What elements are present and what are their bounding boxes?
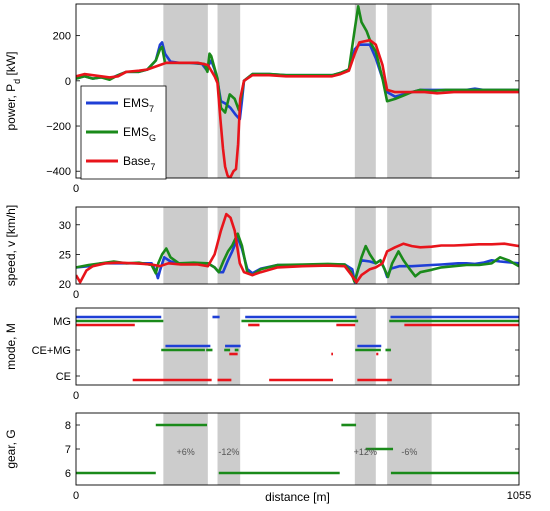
- x-tick-label: 0: [73, 183, 79, 195]
- y-axis-label-subscript: d: [12, 79, 22, 84]
- mode-level-label: CE+MG: [32, 345, 71, 357]
- x-tick-label: 0: [73, 289, 79, 301]
- y-axis-label: power, Pd [kW]: [4, 51, 22, 130]
- axes-box: [75, 3, 520, 179]
- y-axis-label: speed, v [km/h]: [4, 205, 18, 286]
- y-tick-label: 8: [65, 420, 71, 432]
- legend-label-ems7: EMS7: [123, 96, 154, 114]
- x-tick-label: 0: [73, 490, 79, 502]
- series-line-base7: [76, 38, 519, 178]
- legend-label-subscript: G: [149, 133, 156, 143]
- y-axis-label: mode, M: [4, 323, 18, 370]
- legend-label-subscript: 7: [150, 162, 155, 172]
- y-tick-label: 0: [65, 76, 71, 88]
- grade-region-1: [163, 4, 208, 178]
- legend-label-base7: Base7: [123, 154, 155, 172]
- y-tick-label: 200: [53, 31, 71, 43]
- x-axis-label: distance [m]: [265, 490, 330, 504]
- mode-level-label: MG: [53, 316, 71, 328]
- y-tick-label: −400: [46, 166, 71, 178]
- grade-region-2: [217, 413, 241, 485]
- grade-region-2: [217, 4, 241, 178]
- grade-annotation: -12%: [218, 447, 239, 457]
- series-line-emsg: [76, 232, 519, 283]
- panel-speed: 30 25 20 speed, v [km/h] 0: [4, 205, 520, 301]
- legend: EMS7 EMSG Base7: [80, 85, 167, 180]
- y-tick-label: −200: [46, 121, 71, 133]
- panel-power: 200 0 −200 −400 power, Pd [kW] 0: [4, 3, 520, 195]
- legend-label-subscript: 7: [149, 104, 154, 114]
- x-tick-label: 1055: [507, 490, 531, 502]
- grade-region-1: [163, 207, 208, 284]
- grade-region-3: [354, 413, 376, 485]
- y-tick-label: 7: [65, 444, 71, 456]
- y-tick-label: 6: [65, 468, 71, 480]
- chart-panels: 200 0 −200 −400 power, Pd [kW] 0 30 25 20 speed, …: [4, 3, 531, 502]
- legend-label-emsg: EMSG: [123, 125, 156, 143]
- axes-box: [75, 412, 520, 486]
- grade-annotation: +6%: [176, 447, 194, 457]
- grade-annotation: -6%: [401, 447, 417, 457]
- y-tick-label: 20: [59, 279, 71, 291]
- panel-mode: MG CE+MG CE mode, M 0: [4, 307, 520, 402]
- axes-box: [75, 307, 520, 386]
- y-tick-label: 30: [59, 220, 71, 232]
- panel-gear: 8 7 6 +6% -12% +12% -6% gear, G 0 1055: [4, 412, 531, 502]
- grade-region-4: [387, 308, 432, 385]
- mode-level-label: CE: [56, 371, 71, 383]
- y-axis-label-unit: [kW]: [4, 51, 18, 78]
- grade-annotation: +12%: [354, 447, 377, 457]
- series-line-base7: [76, 212, 519, 284]
- y-tick-label: 25: [59, 249, 71, 261]
- y-axis-label: gear, G: [4, 429, 18, 468]
- x-tick-label: 0: [73, 390, 79, 402]
- axes-box: [75, 206, 520, 285]
